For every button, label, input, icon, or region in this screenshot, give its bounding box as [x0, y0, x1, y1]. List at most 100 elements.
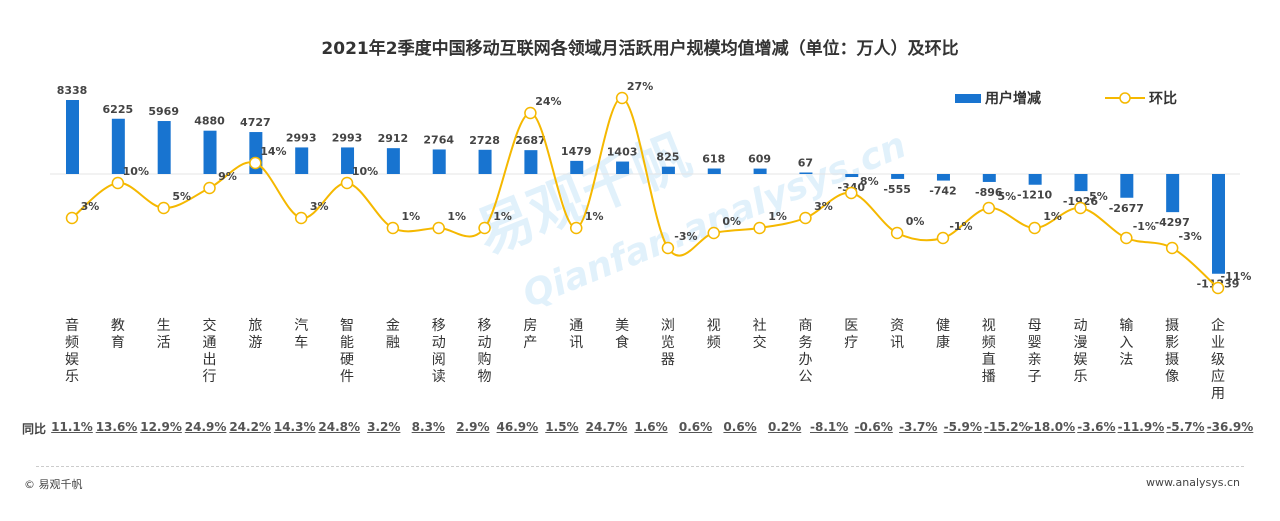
line-point [294, 211, 308, 225]
x-tick-label: 通讯 [569, 318, 584, 351]
line-point [249, 156, 262, 170]
bar [432, 149, 446, 174]
x-tick-label: 健康 [935, 318, 950, 351]
line-point [707, 226, 721, 240]
yoy-value: 1.5% [545, 420, 579, 434]
legend-item-bar: 用户增减 [955, 88, 1041, 108]
line-value-label: -1% [1133, 220, 1156, 233]
bar [891, 174, 905, 179]
bar-value-label: 2728 [469, 134, 500, 147]
line-point [1028, 221, 1041, 235]
bar [295, 147, 309, 174]
bar-value-label: 618 [702, 153, 725, 166]
line-point [982, 201, 996, 215]
x-tick-label: 视频 [706, 318, 721, 351]
yoy-value: 0.6% [723, 420, 757, 434]
line-value-label: 0% [906, 215, 925, 228]
legend-label: 环比 [1149, 91, 1177, 107]
site-url: www.analysys.cn [1146, 476, 1240, 489]
bar-value-label: 5969 [148, 105, 179, 118]
x-tick-label: 音频娱乐 [65, 318, 79, 385]
line-value-label: 5% [172, 190, 191, 203]
yoy-value: 12.9% [140, 420, 182, 434]
bar-value-label: 2993 [332, 131, 363, 144]
bar-value-label: 2993 [286, 131, 317, 144]
bar [1120, 174, 1134, 198]
line-value-label: 0% [722, 215, 741, 228]
yoy-value: -3.7% [899, 420, 938, 434]
line-point [111, 176, 125, 190]
yoy-value: 0.2% [767, 420, 802, 434]
bar [707, 168, 721, 174]
line-point [615, 91, 629, 105]
x-tick-label: 摄影摄像 [1165, 318, 1180, 385]
bar [386, 148, 400, 174]
line-point [432, 221, 445, 235]
bar [1166, 174, 1180, 213]
line-value-label: -3% [674, 230, 697, 243]
x-tick-label: 美食 [615, 318, 630, 351]
legend: 用户增减 环比 [955, 88, 1177, 108]
x-tick-label: 智能硬件 [340, 318, 355, 385]
x-tick-label: 交通出行 [202, 318, 217, 385]
bar-value-label: 8338 [57, 84, 88, 97]
line-point [890, 226, 904, 240]
line-value-label: 1% [1043, 210, 1062, 223]
bar-value-label: 2687 [515, 134, 546, 147]
bar-value-label: 67 [798, 157, 813, 170]
bar-value-label: -1926 [1063, 195, 1099, 208]
line-value-label: 1% [493, 210, 512, 223]
bar [845, 174, 859, 178]
x-tick-label: 资讯 [890, 318, 905, 351]
bar [982, 174, 996, 182]
bar [799, 172, 813, 174]
x-tick-label: 教育 [110, 318, 125, 351]
line-point [524, 106, 537, 120]
line-value-label: 3% [814, 200, 833, 213]
bar-value-label: -4297 [1155, 216, 1190, 229]
line-value-label: 5% [997, 190, 1016, 203]
yoy-value: 46.9% [496, 420, 539, 434]
bar [661, 166, 675, 174]
yoy-value: 2.9% [456, 420, 490, 434]
line-value-label: 8% [860, 175, 879, 188]
x-tick-label: 商务办公 [798, 318, 813, 385]
x-tick-label: 房产 [523, 318, 538, 351]
divider [36, 466, 1244, 467]
line-point [661, 241, 675, 255]
x-tick-label: 母婴亲子 [1027, 318, 1042, 385]
yoy-value: 1.6% [634, 420, 668, 434]
line-value-label: 10% [123, 165, 149, 178]
line-point [799, 211, 812, 225]
yoy-value: 24.7% [585, 420, 628, 434]
yoy-value: 0.6% [678, 420, 713, 434]
x-tick-label: 生活 [156, 318, 171, 351]
x-tick-label: 移动购物 [477, 318, 492, 385]
yoy-value: 8.3% [411, 420, 445, 434]
line-point [65, 211, 79, 225]
line-point [753, 221, 766, 235]
bar [524, 150, 538, 174]
line-point [478, 221, 491, 235]
bar [570, 160, 584, 174]
bar-value-label: 6225 [103, 103, 134, 116]
yoy-value: -5.7% [1166, 420, 1205, 434]
yoy-value: -8.1% [810, 420, 849, 434]
bar [203, 130, 217, 174]
x-tick-label: 社交 [752, 318, 767, 351]
line-value-label: 9% [218, 170, 237, 183]
line-value-label: 1% [402, 210, 421, 223]
line-point [1211, 281, 1225, 295]
bar-value-label: -1210 [1017, 189, 1053, 202]
bar [478, 149, 492, 174]
line-point [1120, 231, 1133, 245]
bar [157, 121, 171, 174]
bar-value-label: 609 [748, 153, 771, 166]
x-tick-label: 医疗 [844, 318, 859, 351]
line-value-label: 3% [310, 200, 329, 213]
line-point [203, 181, 216, 195]
line-point [340, 176, 354, 190]
x-tick-label: 汽车 [294, 318, 309, 351]
yoy-value: -0.6% [854, 420, 893, 434]
